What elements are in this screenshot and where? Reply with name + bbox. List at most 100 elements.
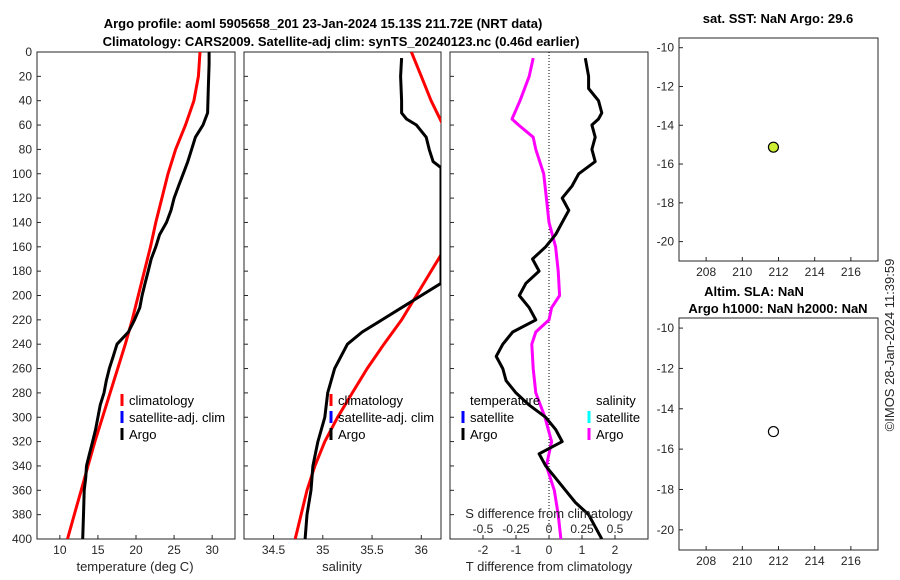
sla-map-title-2: Argo h1000: NaN h2000: NaN [688, 301, 867, 316]
depth-tick-label: 220 [12, 313, 32, 327]
sst-map-xtick-label: 212 [768, 265, 788, 279]
t-difference-argo-line [494, 57, 604, 539]
s-difference-tick-label: -0.5 [473, 522, 494, 536]
sst-map-xtick-label: 216 [841, 265, 861, 279]
sla-map-ytick-label: -18 [657, 482, 675, 496]
depth-tick-label: 120 [12, 191, 32, 205]
salinity-xlabel: salinity [322, 559, 362, 574]
sst-map-xtick-label: 208 [696, 265, 716, 279]
sst-map-ytick-label: -14 [657, 118, 675, 132]
s-difference-tick-label: 0.5 [607, 522, 624, 536]
profile-lines [66, 52, 604, 539]
temperature-tick-label: 15 [91, 543, 105, 557]
depth-tick-label: 360 [12, 483, 32, 497]
temperature-tick-label: 20 [129, 543, 143, 557]
legend-label: satellite [470, 410, 514, 425]
sla-map-xtick-label: 214 [805, 554, 825, 568]
salinity-tick-label: 35.5 [360, 543, 384, 557]
depth-tick-label: 340 [12, 459, 32, 473]
sla-map-xtick-label: 210 [732, 554, 752, 568]
t-difference-tick-label: 2 [612, 543, 619, 557]
sla-map-ytick-label: -14 [657, 402, 675, 416]
t-difference-tick-label: -1 [511, 543, 522, 557]
legend-title-salinity: salinity [596, 393, 636, 408]
legend-label: Argo [129, 427, 156, 442]
sst-map-xtick-label: 210 [732, 265, 752, 279]
temperature-tick-label: 10 [53, 543, 67, 557]
sst-map-ytick-label: -20 [657, 235, 675, 249]
sla-map-xtick-label: 216 [841, 554, 861, 568]
sst-map-argo-marker [767, 141, 780, 153]
sst-map-ytick-label: -16 [657, 157, 675, 171]
legend-label: climatology [338, 393, 404, 408]
sla-map-ytick-label: -20 [657, 523, 675, 537]
sst-map-xtick-label: 214 [805, 265, 825, 279]
map-axes: 208 210 212 214 216 -10 -12 -14 -16 -18 -20 208 210 2… [657, 41, 862, 568]
depth-tick-label: 0 [25, 45, 32, 59]
depth-tick-label: 100 [12, 167, 32, 181]
temperature-panel-frame [36, 51, 236, 540]
s-difference-tick-label: 0.25 [570, 522, 594, 536]
sst-map-ytick-label: -18 [657, 196, 675, 210]
depth-tick-label: 60 [19, 118, 33, 132]
salinity-legend: climatology satellite-adj. clim Argo [329, 393, 434, 442]
temperature-argo-line [81, 52, 211, 539]
salinity-tick-label: 34.5 [262, 543, 286, 557]
sla-map-xtick-label: 212 [768, 554, 788, 568]
sst-map-title: sat. SST: NaN Argo: 29.6 [703, 11, 854, 26]
temperature-xlabel: temperature (deg C) [76, 559, 193, 574]
legend-label: satellite [596, 410, 640, 425]
depth-tick-label: 240 [12, 337, 32, 351]
legend-label: climatology [129, 393, 195, 408]
temperature-tick-label: 30 [205, 543, 219, 557]
depth-tick-label: 80 [19, 142, 33, 156]
depth-tick-label: 320 [12, 435, 32, 449]
sla-map-argo-marker [767, 425, 780, 438]
depth-tick-label: 20 [19, 69, 33, 83]
depth-tick-label: 400 [12, 532, 32, 546]
legend-label: satellite-adj. clim [338, 410, 434, 425]
depth-tick-label: 380 [12, 508, 32, 522]
depth-tick-label: 160 [12, 240, 32, 254]
depth-tick-label: 40 [19, 94, 33, 108]
legend-label: Argo [596, 427, 623, 442]
salinity-argo-line [303, 58, 441, 539]
depth-tick-label: 260 [12, 362, 32, 376]
legend-title-temperature: temperature [470, 393, 540, 408]
x-axes: 10 15 20 25 30 34.5 35 35.5 36 -2 -1 0 1 2 -0.5 -0.25 0 0… [53, 522, 623, 557]
depth-tick-label: 280 [12, 386, 32, 400]
s-difference-label: S difference from climatology [465, 506, 633, 521]
sla-map-ytick-label: -10 [657, 321, 675, 335]
imos-credit: ©IMOS 28-Jan-2024 11:39:59 [882, 259, 897, 432]
t-difference-xlabel: T difference from climatology [466, 559, 633, 574]
depth-tick-label: 140 [12, 215, 32, 229]
legend-label: Argo [470, 427, 497, 442]
legend-label: satellite-adj. clim [129, 410, 225, 425]
sla-map-title-1: Altim. SLA: NaN [704, 284, 804, 299]
legend-label: Argo [338, 427, 365, 442]
sst-map-ytick-label: -12 [657, 79, 675, 93]
temperature-legend: climatology satellite-adj. clim Argo [120, 393, 225, 442]
t-difference-tick-label: 0 [546, 543, 553, 557]
t-difference-tick-label: -2 [478, 543, 489, 557]
figure-title-line1: Argo profile: aoml 5905658_201 23-Jan-20… [104, 16, 543, 31]
depth-tick-label: 180 [12, 264, 32, 278]
t-difference-tick-label: 1 [579, 543, 586, 557]
sla-map-ytick-label: -12 [657, 361, 675, 375]
figure-title-line2: Climatology: CARS2009. Satellite-adj cli… [103, 34, 580, 49]
temperature-climatology-line [66, 52, 202, 539]
salinity-panel-frame [243, 51, 442, 540]
s-difference-argo-line [510, 57, 563, 539]
sst-map-ytick-label: -10 [657, 41, 675, 55]
salinity-tick-label: 35 [316, 543, 330, 557]
difference-legend: temperature satellite Argo salinity sate… [461, 393, 640, 442]
sla-map-ytick-label: -16 [657, 442, 675, 456]
temperature-tick-label: 25 [167, 543, 181, 557]
depth-axis: 0 20 40 60 80 100 120 140 160 180 200 220 240 260 280 3… [12, 45, 454, 546]
sla-map-xtick-label: 208 [696, 554, 716, 568]
sla-map-frame [678, 317, 879, 551]
depth-tick-label: 200 [12, 289, 32, 303]
depth-tick-label: 300 [12, 410, 32, 424]
s-difference-tick-label: -0.25 [502, 522, 530, 536]
